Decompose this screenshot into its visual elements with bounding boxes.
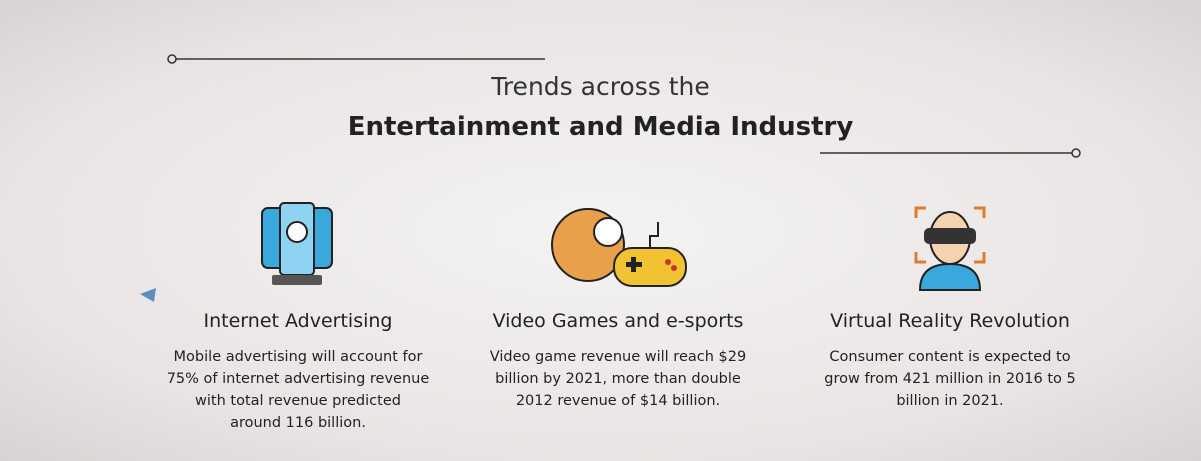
ad-icon [261, 202, 333, 285]
description-line: 2012 revenue of $14 billion. [515, 393, 721, 409]
description-line: Mobile advertising will account for [173, 349, 423, 365]
trend-heading: Virtual Reality Revolution [830, 310, 1070, 332]
title-line: Entertainment and Media Industry [347, 112, 854, 142]
description-line: billion by 2021, more than double [495, 371, 741, 387]
trend-column: Video Games and e-sports Video game reven… [458, 310, 778, 412]
trend-description: Mobile advertising will account for 75% o… [138, 346, 458, 434]
description-line: 75% of internet advertising revenue [166, 371, 430, 387]
trend-description: Video game revenue will reach $29 billion… [458, 346, 778, 412]
title-line: Trends across the [491, 72, 710, 101]
description-line: with total revenue predicted [195, 393, 401, 409]
trend-column: Virtual Reality Revolution Consumer conte… [790, 310, 1110, 412]
trend-column: Internet Advertising Mobile advertising w… [138, 310, 458, 434]
description-line: Video game revenue will reach $29 [489, 349, 747, 365]
description-line: billion in 2021. [896, 393, 1004, 409]
trend-description: Consumer content is expected to grow from… [790, 346, 1110, 412]
trend-heading: Internet Advertising [203, 310, 393, 332]
vr-icon [914, 206, 986, 291]
game-icon [551, 208, 687, 287]
description-line: around 116 billion. [230, 415, 366, 431]
description-line: Consumer content is expected to [829, 349, 1071, 365]
description-line: grow from 421 million in 2016 to 5 [824, 371, 1076, 387]
trend-heading: Video Games and e-sports [492, 310, 744, 332]
